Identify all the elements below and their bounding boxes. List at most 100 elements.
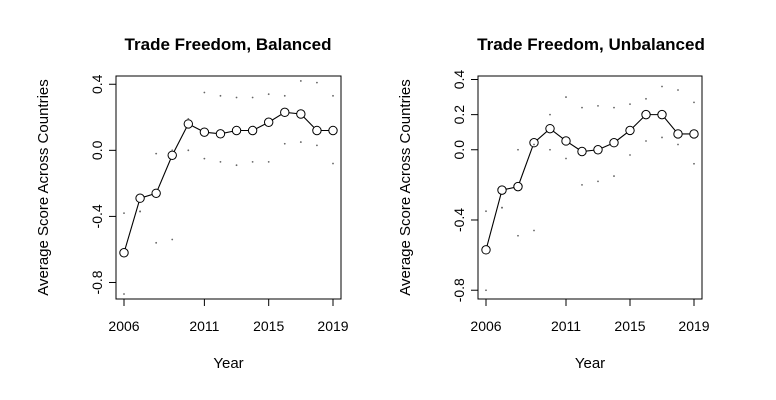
data-point bbox=[151, 188, 161, 198]
upper-bound-dot bbox=[533, 229, 535, 232]
x-axis-label: Year bbox=[575, 355, 605, 372]
lower-bound-dot bbox=[187, 149, 190, 152]
y-tick-label: -0.4 bbox=[451, 208, 467, 232]
upper-bound-dot bbox=[299, 80, 302, 82]
series-line bbox=[123, 111, 333, 253]
lower-bound-dot bbox=[677, 143, 679, 146]
lower-bound-dot bbox=[549, 148, 551, 151]
x-tick-label: 2015 bbox=[614, 318, 645, 334]
y-tick-label: 0.2 bbox=[451, 105, 467, 125]
upper-bound-dot bbox=[332, 94, 334, 97]
y-axis-label: Average Score Across Countries bbox=[35, 79, 52, 296]
chart-title: Trade Freedom, Unbalanced bbox=[477, 35, 705, 54]
lower-bound-dot bbox=[267, 160, 270, 163]
upper-bound-dot bbox=[581, 106, 583, 109]
lower-bound-dot bbox=[693, 162, 695, 165]
data-point bbox=[577, 146, 587, 157]
upper-bound-dot bbox=[629, 103, 631, 105]
upper-bound-dot bbox=[677, 89, 679, 91]
upper-bound-dot bbox=[517, 234, 519, 237]
lower-bound-dot bbox=[316, 144, 318, 147]
lower-bound-dot bbox=[661, 136, 663, 139]
data-point bbox=[593, 145, 603, 155]
upper-bound-dot bbox=[267, 93, 270, 96]
upper-bound-dot bbox=[597, 104, 599, 107]
data-point bbox=[312, 125, 322, 136]
lower-bound-dot bbox=[139, 210, 141, 213]
y-tick-label: -0.4 bbox=[89, 204, 105, 228]
upper-bound-dot bbox=[565, 96, 567, 98]
data-point bbox=[183, 119, 194, 129]
lower-bound-dot bbox=[299, 141, 302, 143]
upper-bound-dot bbox=[693, 101, 695, 104]
data-point bbox=[215, 129, 226, 139]
lower-bound-dot bbox=[283, 142, 286, 145]
data-point bbox=[513, 181, 523, 192]
data-point bbox=[199, 127, 210, 137]
lower-bound-dot bbox=[629, 154, 631, 156]
lower-bound-dot bbox=[235, 164, 238, 167]
lower-bound-dot bbox=[597, 180, 599, 183]
data-point bbox=[641, 109, 651, 120]
upper-bound-dot bbox=[251, 96, 254, 99]
data-point bbox=[167, 150, 177, 160]
chart-panel-2: Trade Freedom, Unbalanced 2006 2011 2015 201… bbox=[397, 35, 710, 372]
x-axis-label: Year bbox=[213, 355, 243, 372]
data-point bbox=[135, 193, 145, 203]
data-point bbox=[280, 107, 290, 118]
lower-bound-dot bbox=[332, 162, 334, 165]
data-point bbox=[545, 123, 555, 134]
data-point bbox=[625, 125, 635, 136]
x-tick-label: 2019 bbox=[678, 318, 709, 334]
lower-bound-dot bbox=[565, 157, 567, 160]
x-tick-label: 2011 bbox=[551, 318, 581, 334]
upper-bound-dot bbox=[613, 106, 615, 109]
lower-bound-dot bbox=[517, 148, 519, 151]
data-point bbox=[296, 109, 306, 119]
lower-bound-dot bbox=[645, 140, 647, 142]
upper-bound-dot bbox=[661, 85, 663, 88]
x-tick-label: 2015 bbox=[253, 318, 284, 334]
data-point bbox=[263, 117, 274, 127]
x-tick-label: 2006 bbox=[108, 318, 139, 334]
lower-bound-dot bbox=[123, 212, 125, 215]
chart-title: Trade Freedom, Balanced bbox=[125, 35, 332, 54]
y-tick-label: 0.0 bbox=[451, 140, 467, 160]
upper-bound-dot bbox=[235, 96, 238, 99]
upper-bound-dot bbox=[316, 81, 318, 84]
lower-bound-dot bbox=[219, 160, 222, 163]
data-point bbox=[689, 129, 699, 139]
y-tick-label: -0.8 bbox=[451, 278, 467, 302]
data-point bbox=[561, 136, 571, 146]
upper-bound-dot bbox=[219, 94, 222, 97]
plot-frame bbox=[477, 75, 703, 300]
upper-bound-dot bbox=[155, 241, 158, 244]
y-axis-label: Average Score Across Countries bbox=[397, 79, 414, 296]
y-tick-label: 0.0 bbox=[89, 140, 105, 160]
lower-bound-dot bbox=[501, 206, 503, 209]
data-point bbox=[328, 125, 338, 136]
lower-bound-dot bbox=[533, 143, 535, 146]
upper-bound-dot bbox=[187, 118, 190, 120]
upper-bound-dot bbox=[485, 289, 487, 292]
upper-bound-dot bbox=[203, 91, 206, 94]
data-point bbox=[497, 185, 507, 195]
y-tick-label: 0.4 bbox=[89, 74, 105, 94]
lower-bound-dot bbox=[581, 183, 583, 186]
plot-frame bbox=[115, 75, 342, 300]
lower-bound-dot bbox=[251, 160, 254, 163]
x-tick-label: 2011 bbox=[189, 318, 219, 334]
x-tick-label: 2006 bbox=[470, 318, 501, 334]
lower-bound-dot bbox=[613, 175, 615, 177]
data-point bbox=[231, 125, 242, 136]
upper-bound-dot bbox=[549, 113, 551, 116]
lower-bound-dot bbox=[171, 149, 174, 152]
lower-bound-dot bbox=[155, 152, 158, 155]
data-point bbox=[657, 109, 667, 120]
x-tick-label: 2019 bbox=[317, 318, 348, 334]
y-tick-label: -0.8 bbox=[89, 270, 105, 294]
lower-bound-dot bbox=[203, 157, 206, 160]
data-point bbox=[673, 129, 683, 139]
upper-bound-dot bbox=[283, 94, 286, 97]
